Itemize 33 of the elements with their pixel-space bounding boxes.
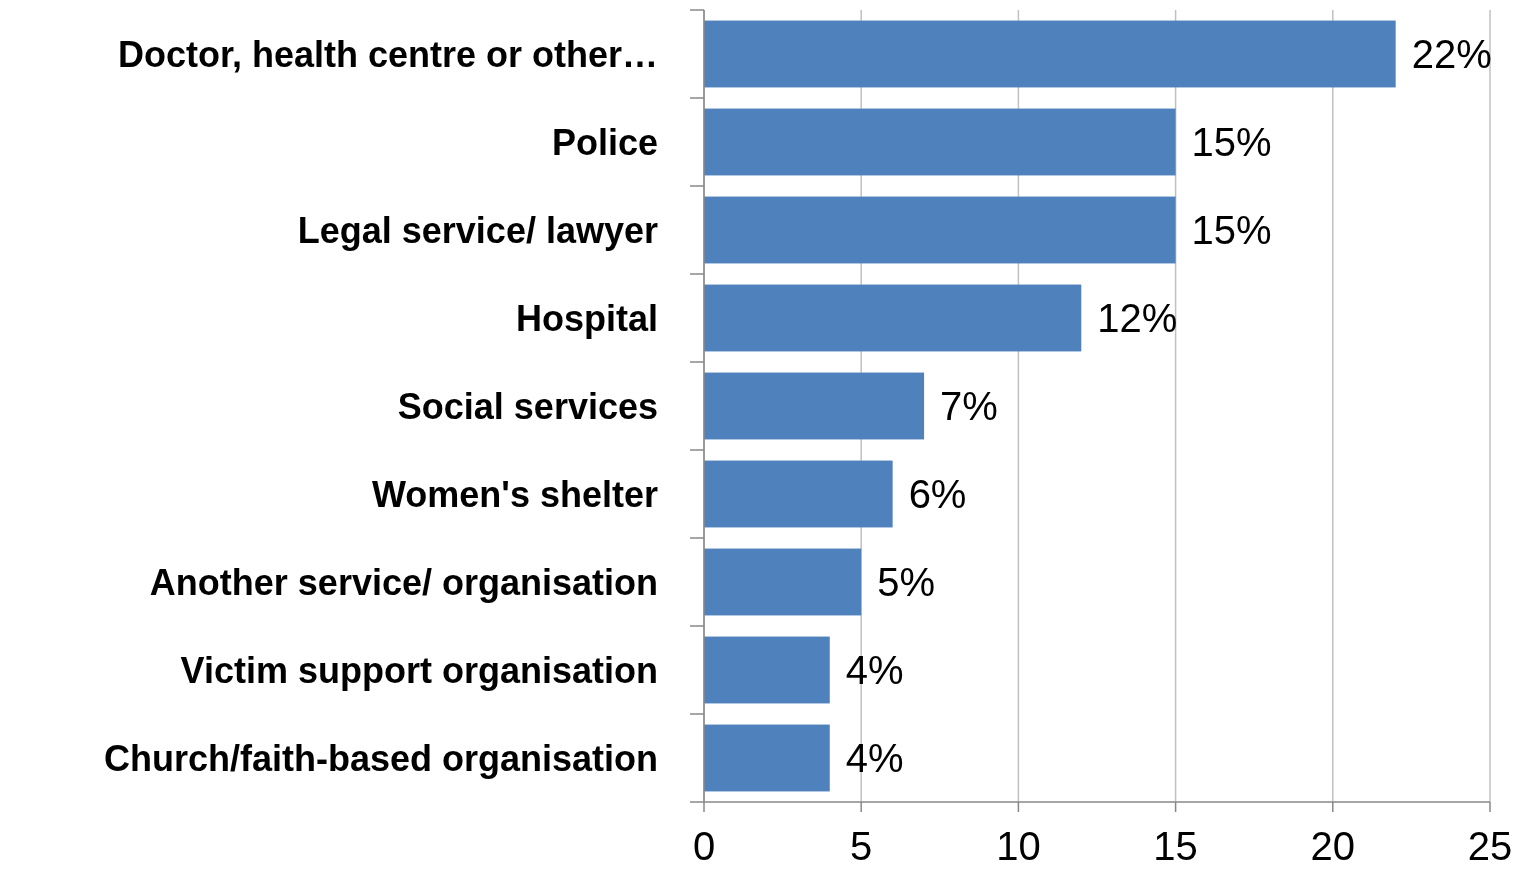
y-tick-label: Victim support organisation (180, 649, 658, 691)
data-label: 12% (1097, 296, 1178, 340)
bar (704, 20, 1396, 88)
bar (704, 284, 1082, 352)
x-tick-label: 25 (1467, 824, 1513, 868)
bar (704, 460, 893, 528)
y-tick-label: Social services (397, 385, 658, 427)
y-tick-label: Hospital (515, 297, 658, 339)
data-label: 6% (908, 472, 967, 516)
bar (704, 196, 1176, 264)
x-tick-label: 15 (1153, 824, 1198, 868)
y-tick-label: Legal service/ lawyer (297, 209, 658, 251)
data-label: 4% (845, 736, 904, 780)
y-tick-label: Police (551, 121, 658, 163)
data-label: 15% (1191, 208, 1272, 252)
x-tick-label: 10 (996, 824, 1041, 868)
bar (704, 108, 1176, 176)
x-tick-label: 5 (850, 824, 873, 868)
data-label: 22% (1411, 32, 1492, 76)
y-tick-label: Another service/ organisation (149, 561, 658, 603)
bar (704, 636, 830, 704)
bar (704, 372, 925, 440)
data-label: 5% (877, 560, 936, 604)
data-label: 15% (1191, 120, 1272, 164)
bar (704, 548, 862, 616)
x-tick-label: 20 (1310, 824, 1356, 868)
y-tick-label: Women's shelter (372, 473, 658, 515)
x-tick-label: 0 (692, 824, 716, 868)
y-tick-label: Doctor, health centre or other… (117, 33, 658, 75)
data-label: 7% (940, 384, 998, 428)
y-tick-label: Church/faith-based organisation (103, 737, 658, 779)
bar (704, 724, 830, 792)
data-label: 4% (845, 648, 904, 692)
